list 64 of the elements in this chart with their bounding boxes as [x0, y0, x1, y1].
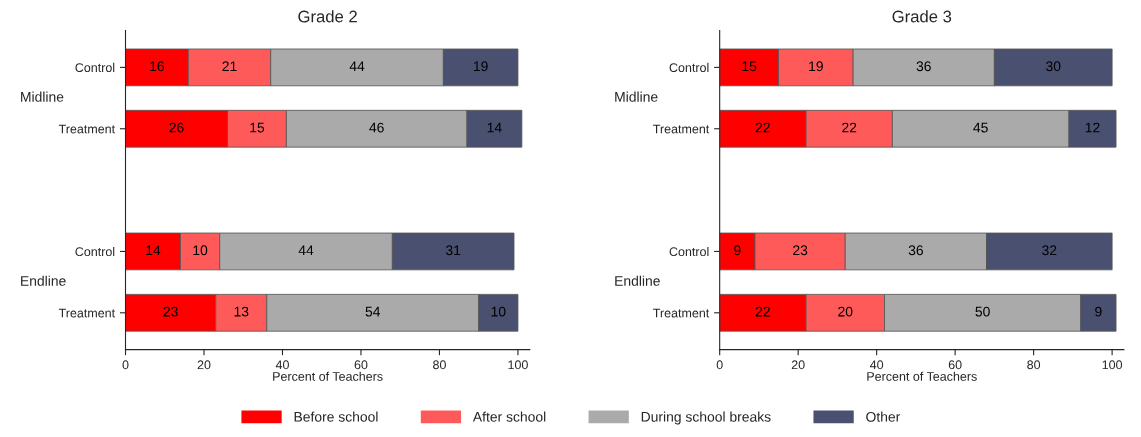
data-label: 44	[298, 245, 314, 256]
data-label: 23	[793, 245, 808, 256]
x-tick-label: 60	[948, 360, 962, 370]
x-tick-label: 40	[275, 360, 289, 370]
y-tick-label: Control	[75, 246, 115, 257]
x-tick-label: 0	[122, 360, 129, 370]
x-tick-label: 40	[869, 360, 884, 370]
y-tick-label: Treatment	[58, 124, 116, 134]
y-tick-label: Control	[669, 246, 709, 257]
y-tick-label: Control	[669, 62, 709, 73]
legend-label: During school breaks	[641, 411, 771, 425]
data-label: 46	[369, 122, 384, 133]
chart-title: Grade 3	[892, 10, 952, 23]
x-tick-label: 80	[1027, 360, 1041, 370]
data-label: 30	[1046, 61, 1061, 72]
legend-label: Before school	[294, 411, 378, 422]
text: Midline	[615, 91, 658, 102]
legend-label: Other	[866, 411, 901, 422]
data-label: 31	[445, 245, 461, 256]
x-tick-label: 100	[508, 360, 528, 370]
data-label: 15	[250, 122, 265, 133]
data-label: 14	[146, 245, 161, 256]
data-label: 9	[734, 245, 741, 256]
legend-label: After school	[472, 411, 546, 422]
data-label: 10	[193, 245, 208, 256]
x-tick-label: 80	[433, 360, 446, 370]
text: Endline	[21, 275, 66, 286]
data-label: 13	[234, 306, 249, 317]
data-label: 19	[809, 61, 823, 72]
text: Endline	[615, 275, 660, 286]
text: Midline	[21, 91, 64, 102]
y-tick-label: Control	[75, 62, 115, 73]
x-tick-label: 20	[197, 360, 211, 370]
data-label: 14	[487, 122, 502, 133]
data-label: 32	[1042, 245, 1057, 256]
x-tick-label: 100	[1102, 360, 1123, 370]
data-label: 22	[755, 122, 770, 133]
data-label: 9	[1095, 306, 1102, 317]
data-label: 36	[908, 245, 924, 256]
data-label: 44	[349, 61, 365, 71]
x-tick-label: 20	[791, 360, 805, 370]
data-label: 26	[169, 122, 184, 133]
data-label: 54	[365, 306, 381, 317]
data-label: 23	[163, 306, 178, 317]
chart-title: Grade 2	[298, 10, 357, 23]
data-label: 50	[975, 306, 990, 317]
data-label: 45	[973, 122, 988, 133]
x-tick-label: 0	[716, 360, 723, 370]
data-label: 19	[473, 61, 488, 72]
data-label: 36	[916, 61, 931, 72]
data-label: 16	[150, 61, 165, 72]
y-tick-label: Treatment	[653, 308, 710, 318]
data-label: 20	[838, 306, 853, 317]
x-axis-title: Percent of Teachers	[867, 371, 977, 381]
data-label: 21	[222, 61, 237, 71]
data-label: 22	[842, 122, 857, 133]
x-axis-title: Percent of Teachers	[273, 371, 383, 381]
data-label: 22	[755, 306, 770, 317]
data-label: 10	[491, 306, 506, 317]
data-label: 12	[1085, 122, 1100, 133]
x-tick-label: 60	[354, 360, 368, 370]
y-tick-label: Treatment	[58, 308, 116, 318]
y-tick-label: Treatment	[653, 124, 710, 134]
data-label: 15	[742, 61, 757, 72]
